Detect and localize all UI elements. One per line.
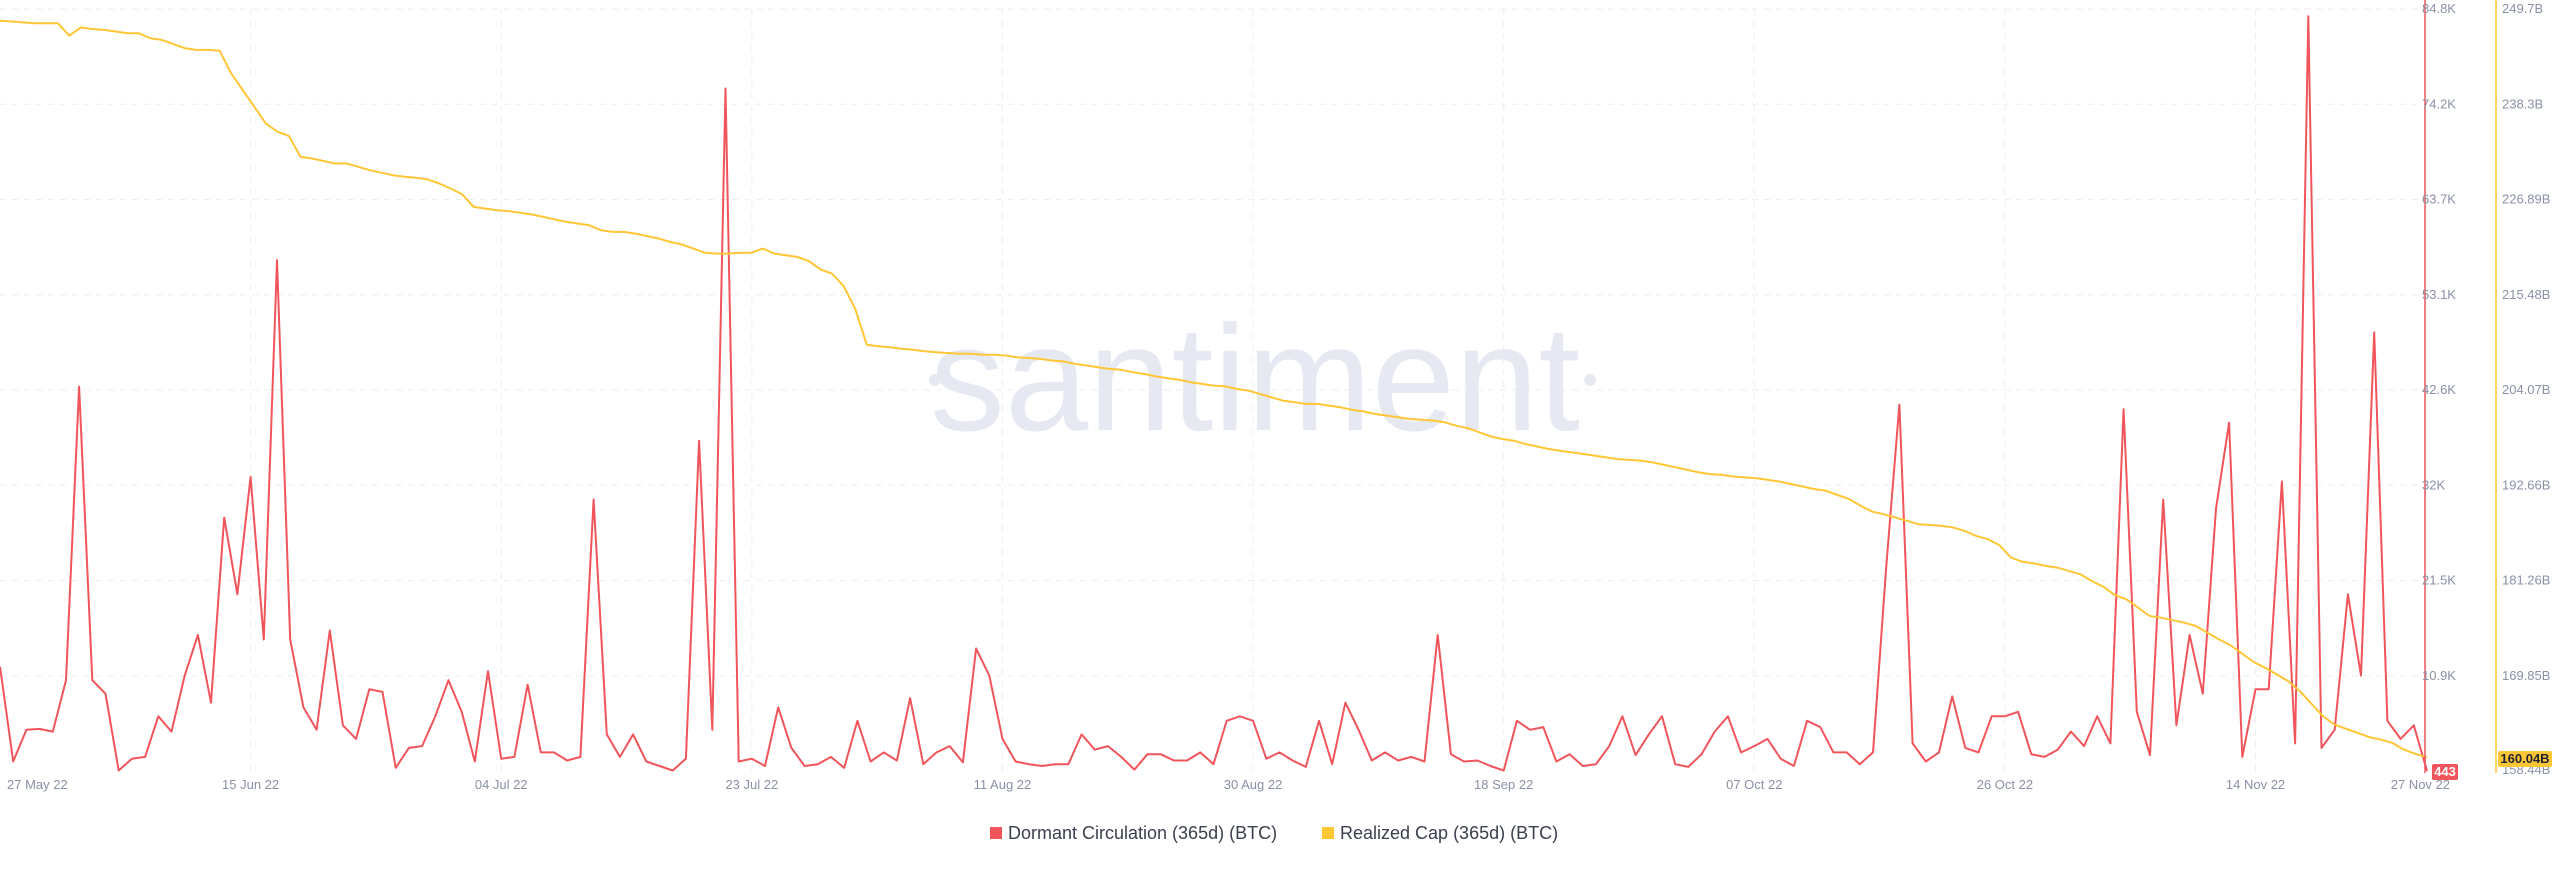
- watermark-dot-right: [1584, 374, 1596, 386]
- y-axis-left-ticks: 84.8K 74.2K 63.7K 53.1K 42.6K 32K 21.5K 10.9K: [2422, 1, 2456, 683]
- legend-swatch: [990, 827, 1002, 839]
- legend-item-realized-cap[interactable]: Realized Cap (365d) (BTC): [1322, 823, 1558, 843]
- y-right-tick-label: 226.89B: [2502, 192, 2550, 207]
- y-left-tick-label: 63.7K: [2422, 192, 2456, 207]
- series-line-dormant-circulation: [0, 15, 2428, 772]
- y-left-tick-label: 84.8K: [2422, 1, 2456, 16]
- current-value-badges: 443 160.04B: [2432, 751, 2552, 780]
- legend-swatch: [1322, 827, 1334, 839]
- y-right-tick-label: 215.48B: [2502, 287, 2550, 302]
- x-axis-ticks: 27 May 22 15 Jun 22 04 Jul 22 23 Jul 22 11 A…: [7, 777, 2450, 792]
- watermark: santiment: [929, 294, 1596, 462]
- current-value-badge-left-text: 443: [2434, 764, 2456, 779]
- legend-item-dormant-circulation[interactable]: Dormant Circulation (365d) (BTC): [990, 823, 1277, 843]
- x-tick-label: 23 Jul 22: [725, 777, 778, 792]
- y-left-tick-label: 53.1K: [2422, 287, 2456, 302]
- x-tick-label: 27 May 22: [7, 777, 68, 792]
- legend-label: Dormant Circulation (365d) (BTC): [1008, 823, 1277, 843]
- y-right-tick-label: 238.3B: [2502, 96, 2543, 111]
- x-tick-label: 27 Nov 22: [2391, 777, 2450, 792]
- series-line-realized-cap: [0, 19, 2428, 759]
- current-value-badge-right: [2498, 751, 2552, 767]
- legend-label: Realized Cap (365d) (BTC): [1340, 823, 1558, 843]
- x-tick-label: 14 Nov 22: [2226, 777, 2285, 792]
- y-axis-right-ticks: 249.7B 238.3B 226.89B 215.48B 204.07B 192.66B…: [2502, 1, 2550, 777]
- x-tick-label: 26 Oct 22: [1977, 777, 2033, 792]
- watermark-text: santiment: [930, 294, 1580, 462]
- grid: [0, 8, 2427, 771]
- y-left-tick-label: 10.9K: [2422, 668, 2456, 683]
- y-right-tick-label: 181.26B: [2502, 573, 2550, 588]
- y-right-tick-label: 204.07B: [2502, 382, 2550, 397]
- x-tick-label: 18 Sep 22: [1474, 777, 1533, 792]
- y-left-tick-label: 74.2K: [2422, 96, 2456, 111]
- x-tick-label: 07 Oct 22: [1726, 777, 1782, 792]
- x-tick-label: 04 Jul 22: [475, 777, 528, 792]
- y-right-tick-label: 192.66B: [2502, 477, 2550, 492]
- y-left-tick-label: 21.5K: [2422, 573, 2456, 588]
- watermark-dot-left: [929, 374, 941, 386]
- current-value-badge-right-text: 160.04B: [2500, 751, 2549, 766]
- axes: [2424, 0, 2497, 773]
- series-layer: [0, 15, 2428, 772]
- legend: Dormant Circulation (365d) (BTC) Realized…: [990, 823, 1558, 843]
- x-tick-label: 11 Aug 22: [974, 777, 1032, 792]
- y-right-tick-label: 169.85B: [2502, 668, 2550, 683]
- y-left-tick-label: 32K: [2422, 477, 2445, 492]
- y-left-tick-label: 42.6K: [2422, 382, 2456, 397]
- y-right-tick-label: 249.7B: [2502, 1, 2543, 16]
- x-tick-label: 30 Aug 22: [1224, 777, 1283, 792]
- x-tick-label: 15 Jun 22: [222, 777, 279, 792]
- current-value-badge-left: [2432, 764, 2458, 780]
